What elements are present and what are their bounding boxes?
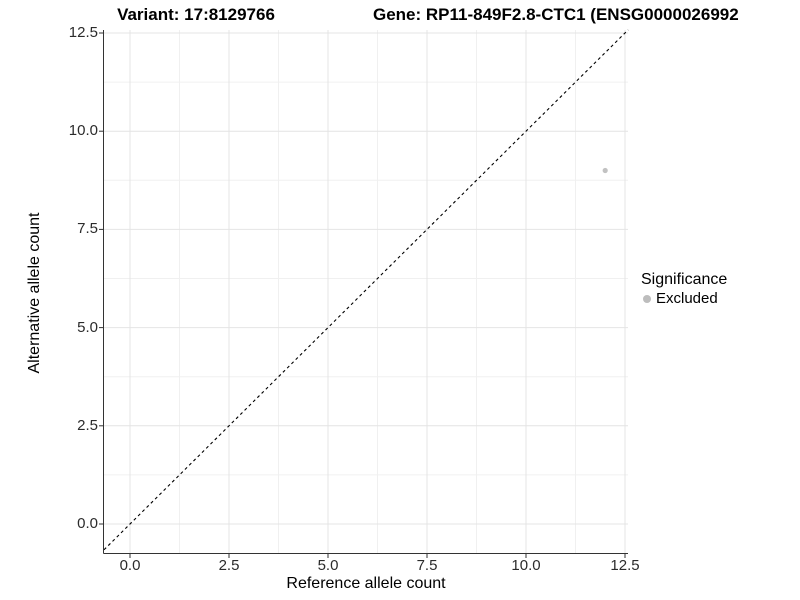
y-tick-label: 5.0 [77, 318, 98, 336]
data-point [602, 167, 608, 174]
plot-title-variant: Variant: 17:8129766 [117, 5, 275, 24]
y-tick-label: 10.0 [68, 122, 98, 140]
plot-title-gene: Gene: RP11-849F2.8-CTC1 (ENSG0000026992 [373, 5, 739, 24]
legend-key-dot-icon [643, 295, 651, 303]
legend-item-excluded: Excluded [641, 290, 727, 308]
x-tick-label: 12.5 [610, 557, 640, 574]
y-axis-title: Alternative allele count [26, 212, 43, 374]
legend-title: Significance [641, 271, 728, 288]
identity-line [103, 29, 629, 551]
x-tick-label: 5.0 [317, 557, 339, 574]
x-tick-label: 2.5 [218, 557, 240, 574]
legend: Significance Excluded [641, 270, 727, 308]
y-tick-label: 7.5 [77, 220, 98, 238]
y-tick-label: 2.5 [77, 416, 98, 434]
x-tick-label: 10.0 [511, 557, 541, 574]
x-axis-title: Reference allele count [286, 575, 446, 592]
x-tick-label: 0.0 [119, 557, 141, 574]
y-tick-label: 0.0 [77, 515, 98, 532]
y-tick-label: 12.5 [68, 24, 98, 41]
x-tick-label: 7.5 [416, 557, 438, 574]
legend-item-label: Excluded [656, 290, 718, 307]
